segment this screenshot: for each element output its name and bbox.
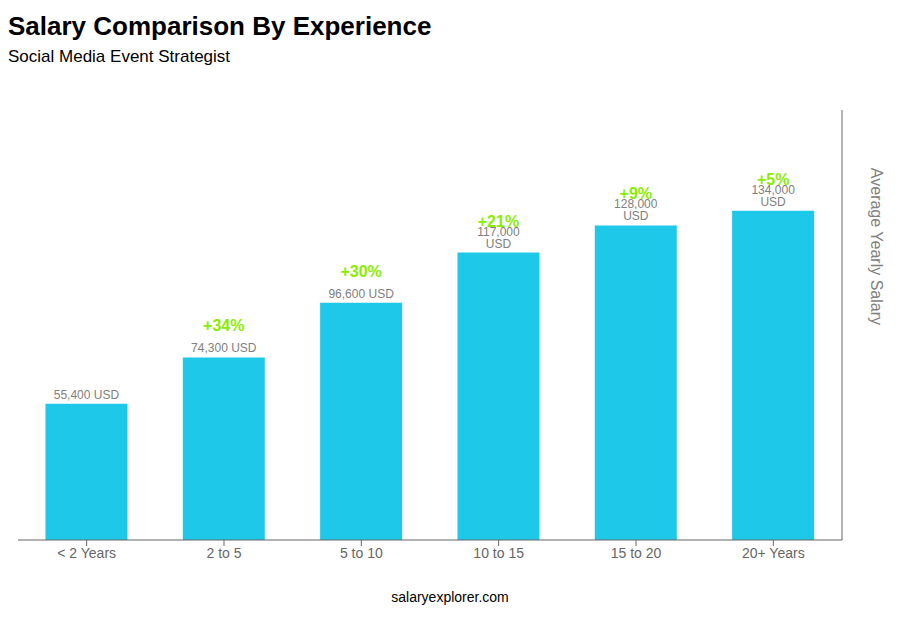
- svg-text:55,400 USD: 55,400 USD: [54, 388, 120, 402]
- svg-text:< 2 Years: < 2 Years: [57, 545, 116, 561]
- svg-text:96,600 USD: 96,600 USD: [328, 287, 394, 301]
- svg-text:+9%: +9%: [620, 185, 652, 202]
- svg-text:+5%: +5%: [757, 171, 789, 188]
- svg-text:15 to 20: 15 to 20: [611, 545, 662, 561]
- svg-text:+34%: +34%: [203, 317, 244, 334]
- svg-text:+21%: +21%: [478, 213, 519, 230]
- svg-text:5 to 10: 5 to 10: [340, 545, 383, 561]
- svg-text:+30%: +30%: [340, 263, 381, 280]
- svg-text:Average Yearly Salary: Average Yearly Salary: [868, 168, 885, 325]
- svg-text:2 to 5: 2 to 5: [206, 545, 241, 561]
- svg-text:74,300 USD: 74,300 USD: [191, 341, 257, 355]
- svg-text:10 to 15: 10 to 15: [473, 545, 524, 561]
- svg-text:20+ Years: 20+ Years: [742, 545, 805, 561]
